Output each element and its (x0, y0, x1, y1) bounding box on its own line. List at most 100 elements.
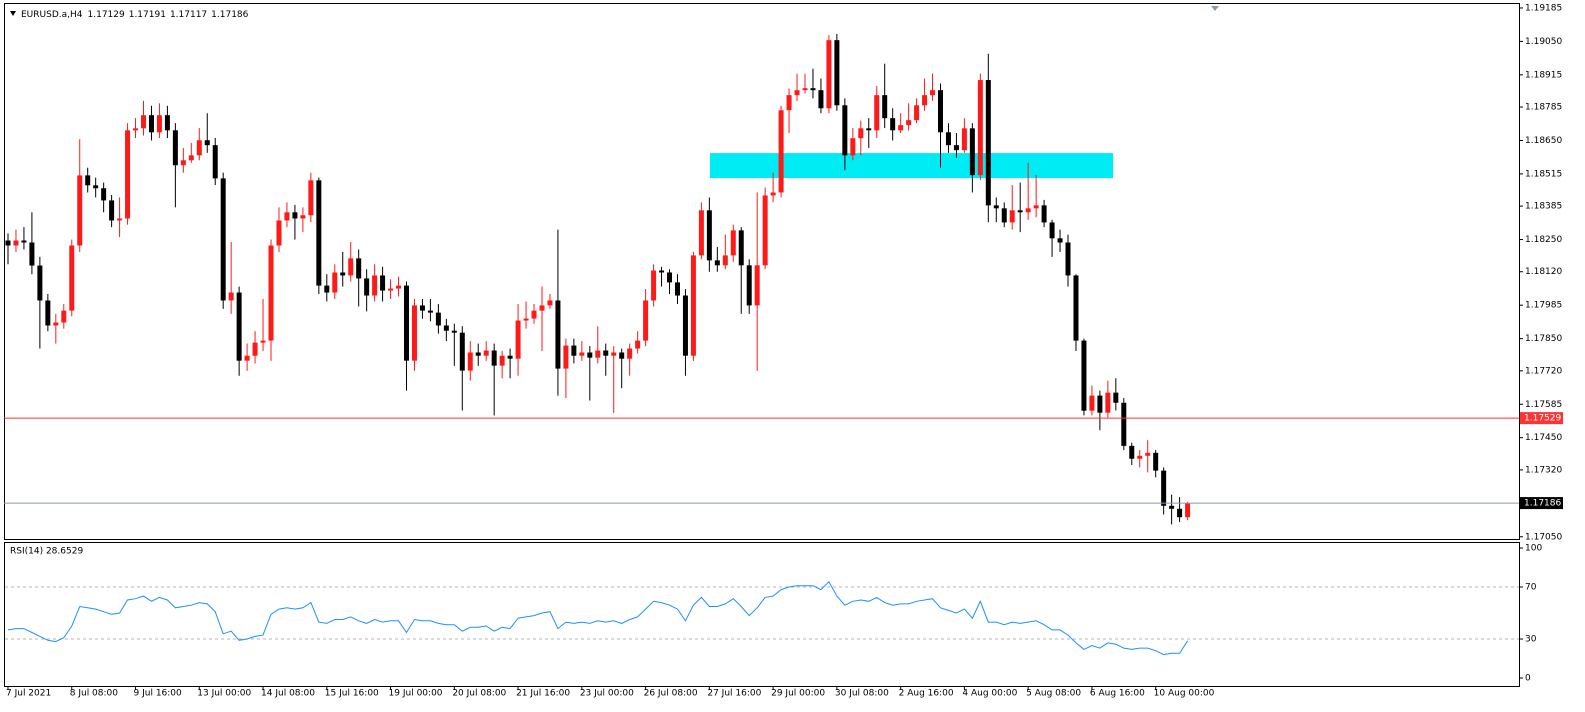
line-label: 1.17529 (1524, 414, 1561, 424)
candle-body (770, 192, 776, 196)
candle-body (1041, 205, 1047, 223)
candle-body (93, 185, 99, 189)
x-tick-label: 4 Aug 00:00 (962, 689, 1017, 699)
menu-triangle[interactable] (10, 11, 16, 16)
x-tick-label: 7 Jul 2021 (6, 689, 51, 699)
candle-body (595, 350, 601, 358)
candle-body (140, 115, 146, 129)
symbol: EURUSD.a,H4 (21, 10, 83, 20)
candle-body (29, 242, 35, 266)
candle-body (714, 260, 720, 266)
y-tick-label: 1.18785 (1525, 103, 1562, 113)
y-tick-label: 1.17320 (1525, 465, 1562, 475)
x-tick-label: 26 Jul 08:00 (644, 689, 698, 699)
x-tick-label: 9 Jul 16:00 (134, 689, 183, 699)
candle-body (674, 282, 680, 296)
candle-body (635, 340, 641, 349)
y-tick-label: 1.19185 (1525, 3, 1562, 13)
candle-body (945, 132, 951, 146)
y-tick-label: 1.17850 (1525, 334, 1562, 344)
x-tick-label: 13 Jul 00:00 (197, 689, 251, 699)
candle-body (1169, 505, 1175, 509)
candle-body (651, 270, 657, 301)
x-tick-label: 23 Jul 00:00 (580, 689, 634, 699)
y-tick-label: 1.17450 (1525, 433, 1562, 443)
candle-body (364, 278, 370, 296)
rsi-title: RSI(14) 28.6529 (10, 547, 83, 557)
y-tick-label: 1.19050 (1525, 37, 1562, 47)
candle-body (443, 325, 449, 331)
candle-body (13, 240, 19, 246)
x-tick-label: 21 Jul 16:00 (516, 689, 570, 699)
candle-body (1089, 395, 1095, 411)
candle-body (1009, 210, 1015, 223)
candle-body (802, 88, 808, 91)
rsi-line (7, 580, 1189, 656)
y-tick-label: 1.17585 (1525, 400, 1562, 410)
candle-body (164, 115, 170, 131)
candle-body (491, 350, 497, 366)
candle-body (5, 240, 11, 246)
close: 1.17186 (211, 10, 248, 20)
candle-body (1145, 452, 1151, 456)
candle-body (818, 90, 824, 109)
rsi-panel (4, 542, 1520, 687)
candle-body (148, 115, 154, 133)
candle-body (77, 175, 83, 246)
candle-body (619, 352, 625, 359)
candle-body (762, 195, 768, 266)
candle-body (690, 255, 696, 356)
candle-body (380, 275, 386, 291)
candle-body (643, 300, 649, 341)
x-tick-label: 14 Jul 08:00 (261, 689, 315, 699)
candle-body (1081, 340, 1087, 411)
candle-body (61, 310, 67, 323)
candle-body (937, 90, 943, 133)
low: 1.17117 (170, 10, 207, 20)
candle-body (746, 265, 752, 306)
candle-body (826, 40, 832, 109)
candle-body (372, 275, 378, 296)
candle-body (547, 300, 553, 306)
candle-body (1001, 208, 1007, 223)
candle-body (1065, 242, 1071, 276)
candle-body (850, 138, 856, 156)
candle-body (1177, 508, 1183, 518)
candle-body (906, 120, 912, 126)
line-label-box (1520, 412, 1563, 425)
candle-body (754, 265, 760, 306)
candle-body (1105, 392, 1111, 413)
candle-body (252, 342, 258, 356)
candle-body (156, 115, 162, 133)
candle-body (204, 140, 210, 146)
candle-body (459, 332, 465, 371)
candle-body (571, 345, 577, 356)
candle-body (1097, 395, 1103, 413)
candle-body (1137, 455, 1143, 459)
candle-body (172, 130, 178, 166)
candle-body (810, 88, 816, 91)
candle-body (659, 270, 665, 273)
candle-body (611, 352, 617, 356)
candle-body (125, 130, 131, 219)
candle-body (1033, 205, 1039, 209)
candle-body (340, 272, 346, 276)
candle-body (212, 145, 218, 179)
x-tick-label: 5 Aug 08:00 (1026, 689, 1081, 699)
x-tick-label: 8 Jul 08:00 (70, 689, 119, 699)
y-tick-label: 1.17050 (1525, 532, 1562, 542)
candle-body (866, 128, 872, 131)
candle-body (1129, 445, 1135, 459)
y-tick-label: 0 (1525, 674, 1531, 684)
candle-body (475, 352, 481, 356)
candle-body (555, 300, 561, 369)
candle-body (276, 220, 282, 246)
candle-body (603, 350, 609, 356)
candle-body (1153, 452, 1159, 471)
y-tick-label: 70 (1525, 583, 1537, 593)
candle-body (411, 305, 417, 361)
candle-body (236, 292, 242, 361)
candle-body (977, 80, 983, 176)
candle-body (427, 310, 433, 313)
candle-body (953, 145, 959, 151)
